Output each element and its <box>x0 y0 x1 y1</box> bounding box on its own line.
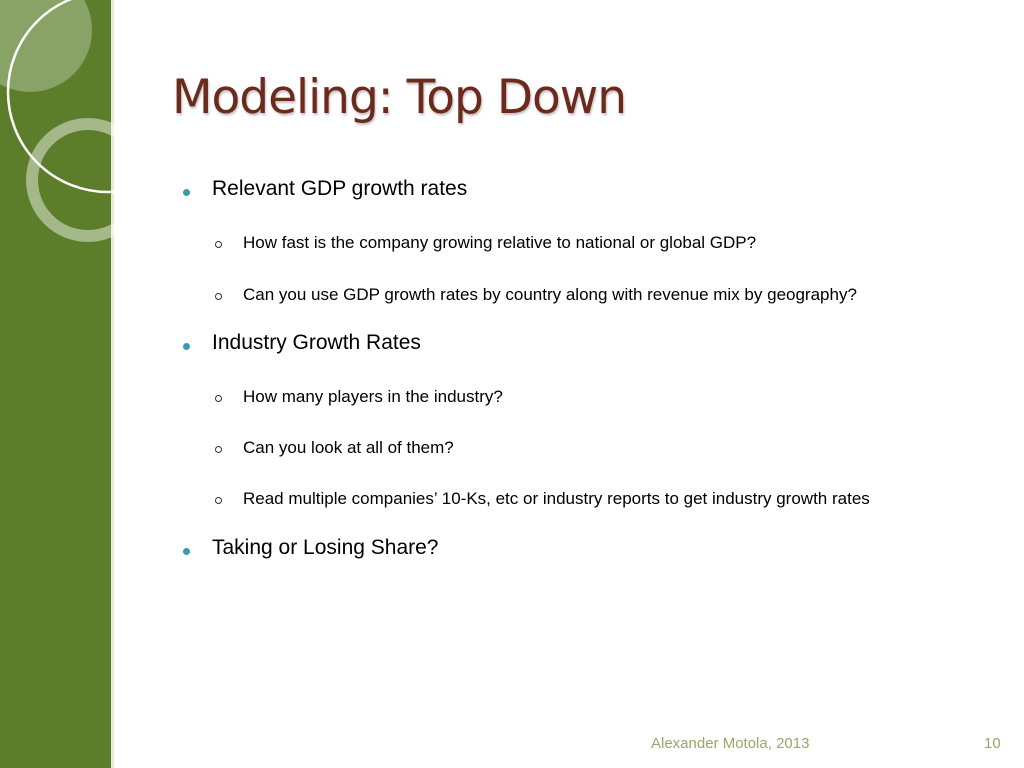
bullet-item: Relevant GDP growth rates <box>212 177 468 200</box>
filled-circle-decoration <box>0 0 92 92</box>
ring-thick-decoration <box>26 118 150 242</box>
bullet-ring-icon <box>215 446 222 453</box>
sub-bullet-item: Read multiple companies’ 10-Ks, etc or i… <box>243 489 870 508</box>
bullet-dot-icon <box>183 548 190 555</box>
sub-bullet-item: How many players in the industry? <box>243 387 503 406</box>
decorative-circles <box>0 0 200 242</box>
sub-bullet-item: Can you use GDP growth rates by country … <box>243 285 857 304</box>
bullet-item: Taking or Losing Share? <box>212 536 439 559</box>
sidebar-divider <box>111 0 114 768</box>
bullet-dot-icon <box>183 343 190 350</box>
sub-bullet-item: Can you look at all of them? <box>243 438 454 457</box>
page-number: 10 <box>984 735 1001 752</box>
bullet-item: Industry Growth Rates <box>212 331 421 354</box>
bullet-ring-icon <box>215 497 222 504</box>
ring-outline-decoration <box>6 0 200 194</box>
footer-author: Alexander Motola, 2013 <box>651 735 810 752</box>
slide-title: Modeling: Top Down <box>172 70 627 125</box>
bullet-dot-icon <box>183 189 190 196</box>
bullet-ring-icon <box>215 241 222 248</box>
sub-bullet-item: How fast is the company growing relative… <box>243 233 757 252</box>
bullet-ring-icon <box>215 293 222 300</box>
bullet-ring-icon <box>215 395 222 402</box>
sidebar-panel <box>0 0 113 768</box>
